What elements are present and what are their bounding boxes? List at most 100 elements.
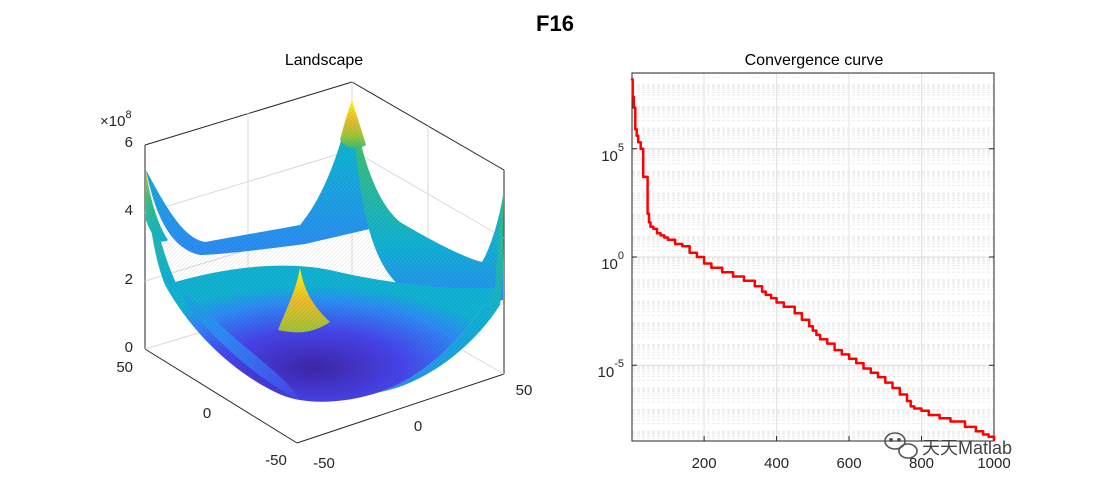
x-tick-label: 1000 <box>977 455 1010 472</box>
data-point <box>833 348 836 352</box>
data-point <box>631 95 634 99</box>
data-point <box>646 212 649 215</box>
surface-title: Landscape <box>285 52 363 69</box>
x-tick-label: 600 <box>837 455 862 472</box>
y-tick-exponent: -5 <box>614 358 624 370</box>
z-multiplier-exponent: 8 <box>125 109 131 121</box>
data-point <box>800 318 804 321</box>
y-tick-label: -50 <box>265 452 287 469</box>
data-point <box>920 409 923 412</box>
data-point <box>818 338 822 341</box>
data-point <box>655 232 659 235</box>
data-point <box>981 433 985 436</box>
data-point <box>891 386 894 390</box>
data-point <box>949 420 952 423</box>
z-multiplier: ×108 <box>100 109 132 130</box>
data-point <box>663 236 666 239</box>
grid-line <box>144 149 353 214</box>
data-point <box>644 175 648 179</box>
data-point <box>642 175 645 179</box>
data-point <box>855 361 858 365</box>
y-tick-exponent: 0 <box>618 250 624 262</box>
data-point <box>652 227 655 231</box>
surface-mesh <box>146 100 503 402</box>
data-point <box>927 413 930 417</box>
grid <box>632 72 995 441</box>
data-point <box>721 271 724 274</box>
data-point <box>635 134 638 137</box>
data-point <box>637 141 640 144</box>
convergence-title: Convergence curve <box>745 52 884 69</box>
data-point <box>909 405 912 408</box>
data-point <box>847 357 851 360</box>
data-point <box>673 242 677 246</box>
z-tick-label: 4 <box>125 202 133 219</box>
z-multiplier-base: ×10 <box>100 113 125 130</box>
y-tick-label: 0 <box>203 405 211 422</box>
watermark: 天天Matlab <box>884 432 1012 459</box>
data-point <box>826 342 829 345</box>
data-point <box>710 266 713 269</box>
figure-title: F16 <box>536 11 574 36</box>
y-tick-label: 100 <box>601 250 624 273</box>
z-tick-label: 0 <box>125 339 133 356</box>
data-point <box>987 435 990 438</box>
data-point <box>634 128 637 131</box>
data-point <box>649 225 652 228</box>
data-point <box>764 293 767 297</box>
data-point <box>862 367 865 370</box>
y-tick-base: 10 <box>601 256 618 273</box>
data-point <box>938 417 941 420</box>
data-point <box>659 234 662 237</box>
z-tick-label: 6 <box>125 134 133 151</box>
y-tick-exponent: 5 <box>618 142 624 154</box>
data-point <box>974 430 978 433</box>
data-point <box>963 425 967 429</box>
series <box>630 78 996 442</box>
data-point <box>876 375 880 379</box>
convergence-plot: Convergence curve 200 400 600 800 1000105100… <box>598 52 1011 472</box>
data-point <box>793 312 796 315</box>
data-point <box>782 305 785 308</box>
data-point <box>769 296 773 300</box>
y-tick-label: 10-5 <box>598 358 624 381</box>
x-tick-label: 50 <box>516 382 533 399</box>
data-point <box>760 290 764 293</box>
y-tick-base: 10 <box>601 148 618 165</box>
data-point <box>702 262 706 265</box>
data-point <box>775 301 778 304</box>
box-edge <box>144 348 298 444</box>
data-point <box>695 255 699 259</box>
data-point <box>630 78 634 81</box>
x-tick-label: 0 <box>414 418 422 435</box>
data-point <box>869 371 872 374</box>
data-point <box>647 221 651 224</box>
data-point <box>688 251 691 254</box>
wechat-icon <box>884 432 918 459</box>
data-point <box>913 407 916 410</box>
y-tick-base: 10 <box>598 364 615 381</box>
box-edge <box>296 373 505 444</box>
data-point <box>731 275 735 278</box>
data-point <box>639 147 642 150</box>
data-point <box>632 106 635 109</box>
surface-plot: Landscape <box>100 52 532 472</box>
data-point <box>840 353 843 356</box>
x-tick-label: -50 <box>313 455 335 472</box>
data-point <box>898 393 901 396</box>
data-point <box>884 381 887 384</box>
data-point <box>742 279 746 282</box>
data-point <box>808 325 811 328</box>
grid-line <box>351 149 505 239</box>
x-tick-label: 800 <box>909 455 934 472</box>
y-tick-label: 105 <box>601 142 624 165</box>
z-tick-label: 2 <box>125 271 133 288</box>
watermark-text: 天天Matlab <box>922 438 1012 458</box>
data-point <box>905 399 909 403</box>
data-point <box>811 329 814 332</box>
x-tick-label: 400 <box>764 455 789 472</box>
data-point <box>753 285 756 288</box>
data-point <box>992 438 996 442</box>
